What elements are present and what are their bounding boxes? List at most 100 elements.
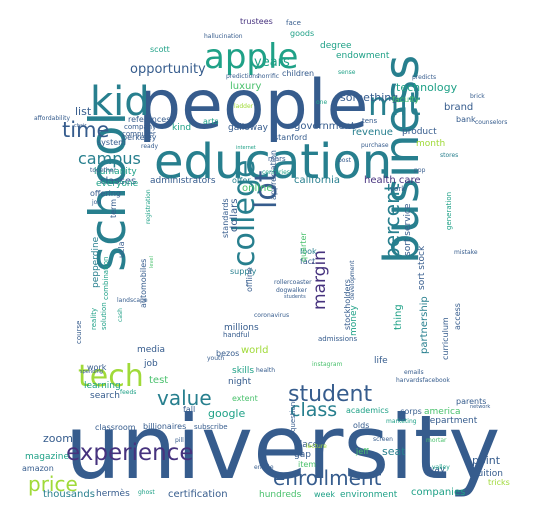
word: parents bbox=[456, 397, 487, 406]
word: development bbox=[349, 260, 356, 300]
word: magazine bbox=[25, 452, 69, 462]
word: certification bbox=[168, 489, 228, 500]
word: brick bbox=[470, 93, 485, 100]
word: brand bbox=[444, 102, 474, 113]
word: mistake bbox=[454, 249, 478, 256]
word: tuition bbox=[474, 469, 503, 479]
word: solution bbox=[100, 302, 108, 330]
word: predicts bbox=[412, 74, 437, 81]
word: learning bbox=[84, 381, 121, 391]
word: sort stock bbox=[417, 245, 427, 290]
word: hallucination bbox=[204, 33, 243, 40]
word: post bbox=[338, 157, 351, 164]
word: quarter bbox=[299, 232, 308, 262]
word: percent bbox=[380, 183, 404, 260]
word: jeff bbox=[356, 447, 369, 456]
word: academics bbox=[346, 406, 389, 415]
word: hundreds bbox=[259, 490, 302, 500]
word: years bbox=[254, 55, 290, 70]
word: combination bbox=[102, 256, 110, 300]
word: time bbox=[62, 118, 110, 142]
word: ghost bbox=[138, 489, 155, 496]
word: kid bbox=[90, 79, 150, 125]
word: zoom bbox=[43, 432, 73, 445]
word: offer bbox=[232, 176, 251, 185]
word: level bbox=[149, 256, 155, 268]
word: search bbox=[90, 391, 120, 401]
word: cash bbox=[117, 308, 124, 322]
word: point bbox=[472, 454, 501, 467]
word: item bbox=[298, 460, 317, 469]
word: dollars bbox=[229, 198, 240, 232]
word: way bbox=[427, 465, 446, 475]
word: screen bbox=[373, 436, 393, 443]
word: standards bbox=[221, 198, 230, 238]
word: emails bbox=[404, 369, 424, 376]
word: fact bbox=[300, 257, 316, 266]
word: bezos bbox=[216, 349, 240, 358]
word: fall bbox=[183, 405, 196, 414]
word: experience bbox=[66, 440, 194, 466]
word: media bbox=[137, 345, 166, 355]
word: america bbox=[424, 407, 461, 417]
word: gap bbox=[294, 450, 311, 460]
word: seat bbox=[382, 445, 406, 458]
word: amazon bbox=[22, 464, 54, 473]
word: trustees bbox=[240, 17, 273, 26]
word: mit bbox=[368, 85, 421, 123]
word: education bbox=[154, 134, 393, 190]
word: mars bbox=[268, 155, 286, 163]
word: job bbox=[144, 359, 158, 369]
word: feeds bbox=[120, 389, 137, 396]
word: student bbox=[288, 382, 373, 407]
word: week bbox=[314, 490, 336, 499]
word: counselors bbox=[475, 119, 508, 126]
word: affordability bbox=[34, 115, 71, 122]
word: one bbox=[316, 99, 328, 106]
word: entrée bbox=[254, 464, 274, 471]
word: google bbox=[208, 407, 246, 420]
word: humanity bbox=[94, 167, 137, 177]
word: partnership bbox=[419, 296, 430, 354]
word: subscribe bbox=[194, 423, 228, 431]
word: pill bbox=[175, 437, 184, 444]
word: system bbox=[97, 138, 126, 147]
word: tens bbox=[362, 117, 378, 125]
word: company bbox=[124, 123, 157, 131]
word: sort service bbox=[403, 203, 413, 256]
word: ladder bbox=[234, 103, 254, 110]
word: handful bbox=[223, 331, 250, 339]
word: government bbox=[294, 121, 355, 132]
word: people bbox=[138, 66, 369, 145]
word: extent bbox=[232, 394, 258, 403]
word: university bbox=[65, 396, 501, 499]
word: harvardsfacebook bbox=[396, 377, 450, 384]
word: stores bbox=[440, 152, 459, 159]
word: students bbox=[284, 294, 306, 300]
word: stanford bbox=[274, 133, 308, 142]
word: california bbox=[294, 175, 341, 186]
word: life bbox=[374, 356, 388, 366]
word: york bbox=[390, 185, 406, 193]
word: rollercoaster bbox=[274, 279, 312, 286]
word: millions bbox=[224, 323, 259, 333]
word: sense bbox=[338, 69, 356, 76]
word: internet bbox=[236, 145, 256, 151]
word: thousands bbox=[43, 489, 95, 500]
word: landscape bbox=[117, 297, 148, 304]
word: centuries bbox=[262, 169, 290, 176]
word: degree bbox=[320, 41, 352, 51]
word: health bbox=[256, 367, 275, 374]
word: billionaires bbox=[143, 422, 187, 431]
word: department bbox=[424, 416, 478, 426]
word: bank bbox=[456, 115, 476, 124]
word: hermès bbox=[96, 489, 130, 499]
word: berkeley bbox=[122, 133, 157, 142]
word: class bbox=[290, 399, 338, 421]
word: arts bbox=[203, 117, 219, 126]
word: classroom bbox=[95, 423, 136, 432]
word: online bbox=[242, 183, 273, 194]
word: curriculum bbox=[441, 317, 450, 360]
word: offering bbox=[90, 189, 121, 198]
word: spending bbox=[80, 369, 103, 375]
